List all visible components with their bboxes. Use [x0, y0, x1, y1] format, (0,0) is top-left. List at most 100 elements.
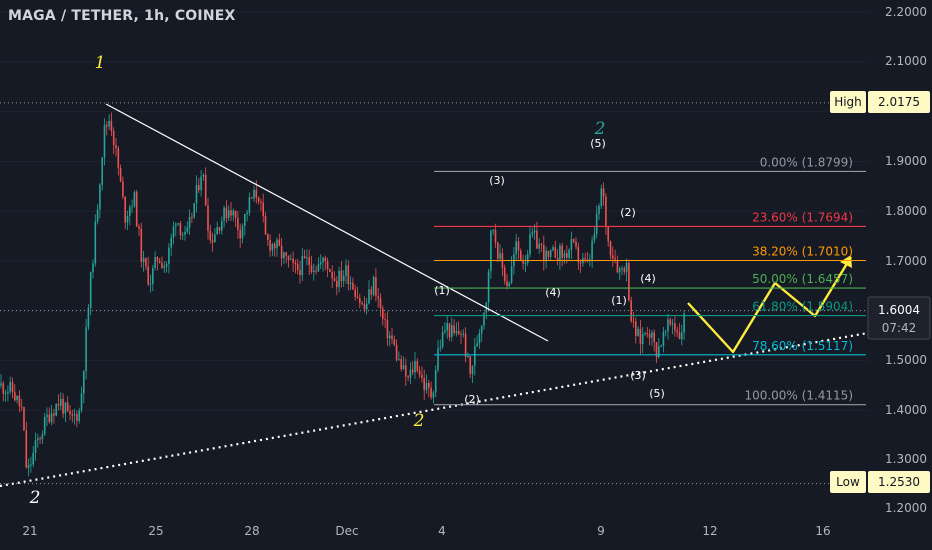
- candle-body: [37, 438, 39, 441]
- candle-body: [345, 265, 347, 276]
- candle-body: [609, 241, 612, 256]
- y-tick-label: 1.5000: [885, 353, 927, 367]
- chart-title: MAGA / TETHER, 1h, COINEX: [8, 8, 236, 24]
- candle-body: [428, 382, 430, 388]
- wave-label: 2: [29, 488, 41, 508]
- candle-body: [434, 370, 437, 393]
- candle-body: [602, 188, 605, 197]
- candle-body: [269, 239, 271, 251]
- candle-body: [273, 244, 276, 249]
- candle-body: [223, 207, 225, 221]
- candle-body: [218, 227, 221, 231]
- candle-body: [326, 261, 329, 270]
- candle-body: [280, 245, 283, 259]
- wave-label: (5): [590, 137, 606, 150]
- candle-body: [60, 398, 62, 406]
- candle-body: [175, 224, 177, 227]
- candle-body: [287, 255, 290, 260]
- candle-body: [395, 344, 398, 360]
- candle-body: [444, 330, 446, 333]
- candle-body: [669, 319, 672, 325]
- candle-body: [80, 393, 83, 411]
- candle-body: [285, 252, 287, 256]
- candle-body: [198, 185, 200, 191]
- candle-body: [230, 210, 232, 216]
- candle-body: [133, 192, 136, 207]
- high-tag-value-box: [868, 91, 930, 113]
- wave-label: 2: [594, 119, 606, 139]
- candle-body: [492, 229, 494, 231]
- candle-body: [425, 382, 428, 391]
- fib-level-label: 50.00% (1.6457): [752, 272, 853, 286]
- candle-body: [453, 325, 455, 333]
- candle-body: [253, 189, 255, 199]
- candle-body: [76, 414, 78, 421]
- candle-body: [283, 252, 285, 259]
- candle-body: [651, 332, 653, 338]
- candle-body: [644, 333, 646, 335]
- candle-body: [347, 265, 350, 284]
- candle-body: [667, 319, 669, 332]
- candle-body: [57, 403, 60, 406]
- candle-body: [349, 282, 352, 284]
- candle-body: [614, 258, 616, 261]
- candle-body: [402, 365, 405, 370]
- candle-body: [50, 413, 53, 422]
- candle-body: [87, 307, 90, 328]
- candle-body: [342, 275, 345, 281]
- x-axis: 21 25 28 Dec 4 9 12 16: [22, 524, 830, 538]
- candle-body: [41, 434, 44, 439]
- candle-body: [635, 321, 637, 336]
- candle-body: [552, 247, 554, 251]
- candle-body: [559, 245, 561, 261]
- candle-body: [593, 234, 596, 241]
- candle-body: [306, 257, 308, 259]
- candle-body: [278, 239, 281, 246]
- candle-body: [207, 205, 209, 232]
- candle-body: [515, 241, 517, 255]
- candle-body: [508, 282, 511, 287]
- candle-body: [469, 356, 471, 374]
- candle-body: [248, 197, 251, 213]
- candle-body: [106, 125, 108, 127]
- candle-body: [244, 213, 246, 226]
- candle-body: [27, 464, 30, 468]
- candle-body: [618, 268, 621, 273]
- candle-body: [356, 296, 359, 298]
- wave-label: 2: [413, 411, 425, 431]
- candle-body: [538, 243, 540, 249]
- candle-body: [448, 323, 451, 338]
- wave-label: 1: [95, 53, 106, 73]
- candle-body: [260, 201, 262, 203]
- candle-body: [303, 256, 306, 258]
- candle-body: [317, 264, 320, 272]
- candle-body: [370, 289, 373, 295]
- candle-body: [165, 264, 168, 267]
- wave-label: (2): [620, 206, 636, 219]
- candle-body: [543, 244, 545, 262]
- candle-body: [388, 335, 391, 339]
- candle-body: [16, 395, 18, 401]
- candle-body: [0, 383, 2, 386]
- candle-body: [616, 260, 619, 273]
- candle-body: [421, 374, 423, 379]
- candle-body: [310, 265, 313, 272]
- candle-body: [621, 268, 623, 270]
- candle-body: [494, 229, 497, 243]
- candle-body: [299, 269, 301, 276]
- candle-body: [646, 333, 649, 335]
- candle-body: [48, 414, 51, 422]
- candle-body: [64, 402, 67, 414]
- candle-body: [607, 226, 609, 242]
- candle-body: [352, 282, 354, 290]
- wave-label: (3): [630, 369, 646, 382]
- candle-body: [276, 239, 278, 249]
- candle-body: [34, 440, 37, 453]
- overlays: [0, 102, 869, 488]
- candle-body: [446, 323, 448, 331]
- candle-body: [216, 227, 218, 235]
- candle-body: [108, 120, 110, 127]
- x-tick-label: 21: [22, 524, 37, 538]
- candle-body: [664, 331, 667, 333]
